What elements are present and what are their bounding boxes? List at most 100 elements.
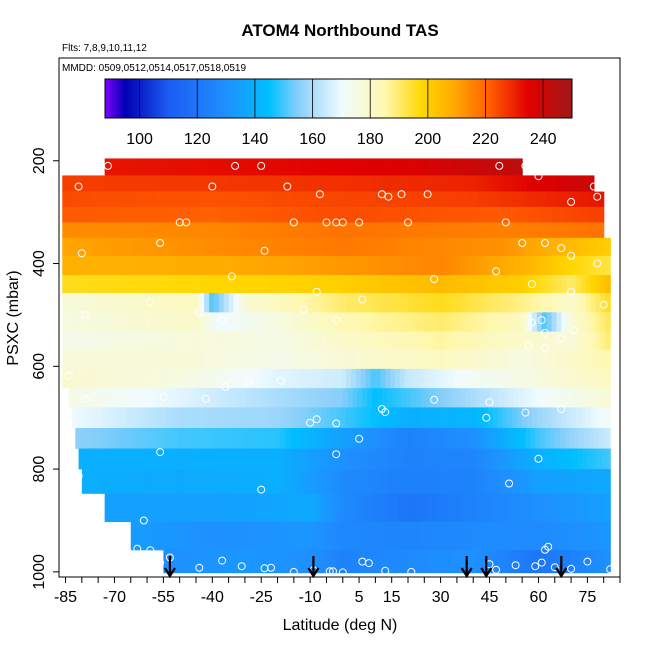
heat-cell: [225, 388, 231, 408]
sample-point: [257, 161, 266, 170]
heat-cell: [194, 368, 200, 389]
heat-cell: [178, 493, 184, 523]
heat-cell: [468, 407, 474, 429]
heat-cell: [346, 293, 352, 313]
heat-cell: [111, 469, 117, 494]
heat-cell: [536, 207, 543, 223]
heat-cell: [404, 207, 411, 223]
heat-cell: [523, 388, 530, 408]
heat-cell: [424, 521, 430, 551]
heat-cell: [331, 331, 337, 350]
heat-cell: [355, 275, 362, 294]
heat-cell: [419, 191, 425, 208]
heat-cell: [313, 388, 319, 408]
heat-cell: [150, 207, 156, 223]
heat-cell: [96, 331, 102, 350]
heat-cell: [370, 222, 376, 239]
heat-cell: [455, 448, 461, 470]
heat-cell: [165, 191, 171, 208]
heat-cell: [363, 427, 370, 449]
heat-cell: [182, 493, 189, 523]
heat-cell: [282, 191, 288, 208]
heat-cell: [199, 349, 205, 370]
heat-cell: [316, 469, 323, 494]
heat-cell: [72, 275, 78, 294]
heat-cell: [125, 293, 132, 313]
heat-cell: [473, 237, 479, 257]
heat-cell: [165, 222, 171, 239]
heat-cell: [140, 275, 147, 294]
heat-cell: [483, 175, 489, 192]
sample-point: [329, 567, 337, 576]
y-tick-label: 800: [31, 456, 48, 483]
heat-cell: [438, 275, 445, 294]
heat-cell: [76, 312, 83, 332]
heat-cell: [416, 448, 422, 470]
heat-cell: [98, 388, 104, 408]
heat-cell: [486, 493, 492, 523]
heat-cell: [301, 521, 308, 551]
heat-cell: [452, 158, 458, 176]
heat-cell: [135, 207, 142, 223]
sample-point: [541, 328, 549, 337]
heat-cell: [277, 175, 284, 192]
heat-cell: [150, 331, 156, 350]
heat-cell: [390, 331, 396, 350]
heat-cell: [81, 349, 88, 370]
heat-cell: [370, 207, 376, 223]
heat-cell: [155, 175, 161, 192]
heat-layer: [62, 175, 595, 192]
heat-cell: [209, 368, 215, 389]
heat-cell: [111, 207, 117, 223]
heat-cell: [500, 550, 507, 574]
heat-cell: [571, 255, 577, 276]
heat-cell: [207, 493, 213, 523]
heat-cell: [478, 191, 484, 208]
heat-cell: [546, 175, 553, 192]
heat-cell: [67, 237, 73, 257]
heat-cell: [277, 331, 284, 350]
heat-cell: [233, 275, 239, 294]
heat-cell: [370, 175, 376, 192]
heat-cell: [355, 237, 362, 257]
heat-cell: [202, 427, 208, 449]
heat-cell: [393, 493, 399, 523]
heat-cell: [346, 191, 352, 208]
heat-cell: [390, 368, 396, 389]
heat-cell: [385, 255, 391, 276]
heat-cell: [248, 331, 254, 350]
heat-cell: [292, 275, 298, 294]
heat-cell: [473, 469, 479, 494]
heat-cell: [261, 427, 267, 449]
heat-cell: [531, 293, 538, 313]
heat-cell: [248, 312, 254, 332]
heat-cell: [600, 469, 606, 494]
heat-cell: [119, 493, 125, 523]
heat-cell: [150, 521, 156, 551]
heat-cell: [173, 427, 179, 449]
heat-cell: [497, 207, 504, 223]
heat-cell: [321, 191, 328, 208]
heat-cell: [251, 158, 257, 176]
heat-cell: [226, 550, 233, 574]
sample-point: [567, 197, 576, 206]
heat-cell: [334, 550, 341, 574]
heat-cell: [378, 158, 385, 176]
heat-cell: [409, 469, 416, 494]
sample-point: [423, 190, 432, 199]
heat-cell: [487, 175, 494, 192]
heat-cell: [579, 493, 585, 523]
heat-cell: [575, 207, 582, 223]
heat-cell: [290, 427, 297, 449]
heat-cell: [530, 427, 536, 449]
heat-cell: [502, 275, 509, 294]
sample-point: [306, 418, 315, 427]
heat-cell: [233, 469, 239, 494]
heat-cell: [443, 368, 450, 389]
heat-cell: [577, 448, 584, 470]
heat-cell: [127, 448, 133, 470]
heat-cell: [91, 191, 98, 208]
heat-cell: [491, 427, 497, 449]
heat-cell: [536, 368, 543, 389]
heat-cell: [551, 175, 557, 192]
